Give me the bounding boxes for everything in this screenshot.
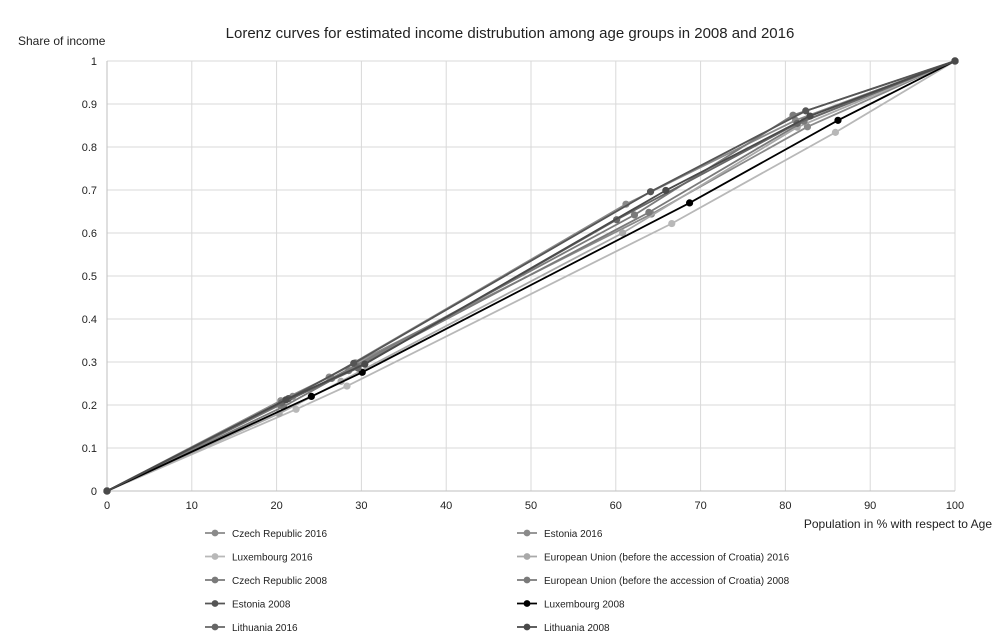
legend-item: Luxembourg 2008 [517, 600, 625, 611]
data-point [343, 382, 351, 390]
y-tick-label: 0.9 [82, 99, 97, 111]
legend-swatch-marker [211, 600, 219, 607]
legend-swatch-marker [211, 576, 219, 584]
y-tick-label: 0.6 [82, 228, 97, 240]
data-point [307, 392, 315, 400]
legend-item: European Union (before the accession of … [517, 553, 790, 564]
x-tick-label: 50 [525, 500, 537, 512]
data-point [630, 211, 639, 219]
legend-label: European Union (before the accession of … [544, 576, 790, 587]
x-tick-label: 60 [610, 500, 622, 512]
x-tick-label: 10 [186, 500, 198, 512]
x-tick-label: 20 [270, 500, 282, 512]
legend-swatch-marker [523, 553, 531, 560]
chart-title: Lorenz curves for estimated income distr… [226, 25, 795, 42]
y-tick-label: 0.2 [82, 400, 97, 412]
data-point [668, 219, 676, 228]
legend-swatch-marker [211, 553, 219, 560]
x-tick-label: 90 [864, 500, 876, 512]
legend-swatch-marker [211, 529, 219, 537]
y-tick-label: 0.4 [82, 314, 97, 326]
legend-swatch-marker [523, 576, 531, 584]
legend-label: Czech Republic 2008 [232, 576, 327, 587]
series-9 [103, 57, 959, 495]
legend-item: Estonia 2016 [517, 529, 603, 540]
x-tick-label: 0 [104, 500, 110, 512]
legend-swatch-marker [523, 600, 531, 607]
y-tick-label: 1 [91, 56, 97, 68]
legend-label: European Union (before the accession of … [544, 553, 790, 564]
grid-lines [107, 60, 956, 491]
data-point [662, 186, 670, 195]
legend-label: Estonia 2008 [232, 600, 291, 611]
y-tick-label: 0 [91, 486, 97, 498]
y-tick-label: 0.7 [82, 185, 97, 197]
series-lines [103, 57, 959, 495]
y-tick-label: 0.1 [82, 443, 97, 455]
data-point [803, 123, 812, 131]
x-tick-label: 100 [946, 500, 964, 512]
data-point [618, 229, 627, 237]
legend-swatch-marker [211, 623, 219, 631]
y-tick-label: 0.8 [82, 142, 97, 154]
data-point [951, 57, 959, 65]
legend-item: Estonia 2008 [205, 600, 291, 611]
x-axis-label: Population in % with respect to Age [804, 517, 992, 531]
data-point [802, 107, 810, 115]
data-point [834, 116, 842, 124]
legend-item: Czech Republic 2016 [205, 529, 327, 540]
legend-label: Lithuania 2008 [544, 623, 610, 634]
series-line [106, 60, 956, 492]
data-point [103, 487, 111, 495]
data-point [831, 128, 840, 136]
data-point [292, 405, 300, 413]
data-point [350, 359, 358, 367]
y-axis-label: Share of income [18, 34, 106, 48]
legend-item: Czech Republic 2008 [205, 576, 327, 587]
legend-label: Luxembourg 2008 [544, 600, 625, 611]
tick-labels: 00.10.20.30.40.50.60.70.80.910 10 20 30 40 50… [82, 56, 964, 512]
legend-item: Lithuania 2016 [205, 623, 298, 634]
series-line [106, 60, 956, 492]
y-tick-label: 0.3 [82, 357, 97, 369]
legend-label: Luxembourg 2016 [232, 553, 313, 564]
legend-label: Czech Republic 2016 [232, 529, 327, 540]
legend-item: European Union (before the accession of … [517, 576, 790, 587]
data-point [646, 188, 655, 196]
legend: Czech Republic 2016 Estonia 2016 Luxembour… [205, 529, 790, 634]
x-tick-label: 70 [694, 500, 706, 512]
x-tick-label: 30 [355, 500, 367, 512]
data-point [361, 360, 369, 368]
legend-swatch-marker [523, 529, 531, 537]
data-point [685, 199, 694, 207]
data-point [282, 396, 290, 404]
legend-label: Estonia 2016 [544, 529, 603, 540]
series-line [106, 60, 956, 492]
legend-swatch-marker [523, 623, 531, 631]
axes [106, 61, 955, 492]
data-point [806, 112, 814, 120]
legend-label: Lithuania 2016 [232, 623, 298, 634]
series-line [106, 60, 956, 492]
y-tick-label: 0.5 [82, 271, 97, 283]
x-tick-label: 40 [440, 500, 452, 512]
legend-item: Luxembourg 2016 [205, 553, 313, 564]
x-tick-label: 80 [779, 500, 791, 512]
legend-item: Lithuania 2008 [517, 623, 610, 634]
data-point [645, 208, 653, 216]
series-line [106, 60, 956, 492]
